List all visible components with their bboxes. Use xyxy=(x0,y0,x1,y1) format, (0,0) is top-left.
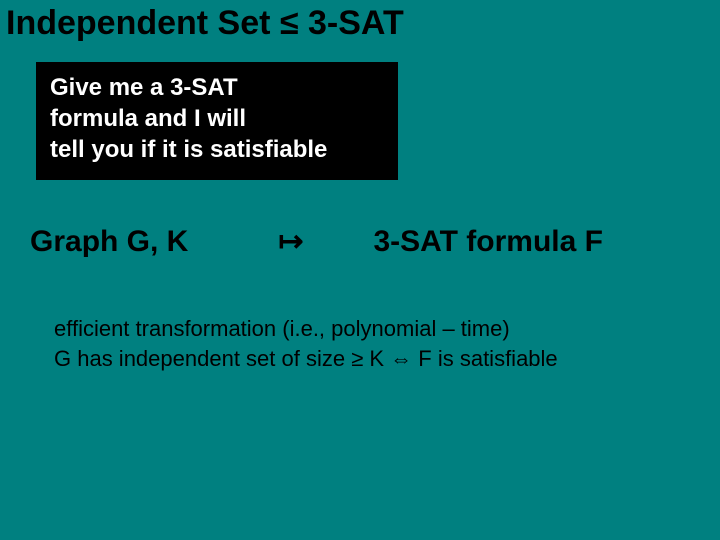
mapping-row: Graph G, K ↦ 3-SAT formula F xyxy=(30,224,690,259)
slide: Independent Set ≤ 3-SAT Give me a 3-SAT … xyxy=(0,0,720,540)
mapsto-arrow-icon: ↦ xyxy=(278,224,303,259)
oracle-line-2: formula and I will xyxy=(50,103,384,134)
mapping-left: Graph G, K xyxy=(30,225,188,259)
footer-line-1: efficient transformation (i.e., polynomi… xyxy=(54,314,558,344)
oracle-line-3: tell you if it is satisfiable xyxy=(50,134,384,165)
footer-text: efficient transformation (i.e., polynomi… xyxy=(54,314,558,373)
footer-line-2: G has independent set of size ≥ K ⇔ F is… xyxy=(54,344,558,374)
mapping-right: 3-SAT formula F xyxy=(374,225,603,259)
oracle-line-1: Give me a 3-SAT xyxy=(50,72,384,103)
slide-title: Independent Set ≤ 3-SAT xyxy=(6,4,404,43)
oracle-box: Give me a 3-SAT formula and I will tell … xyxy=(36,62,398,180)
